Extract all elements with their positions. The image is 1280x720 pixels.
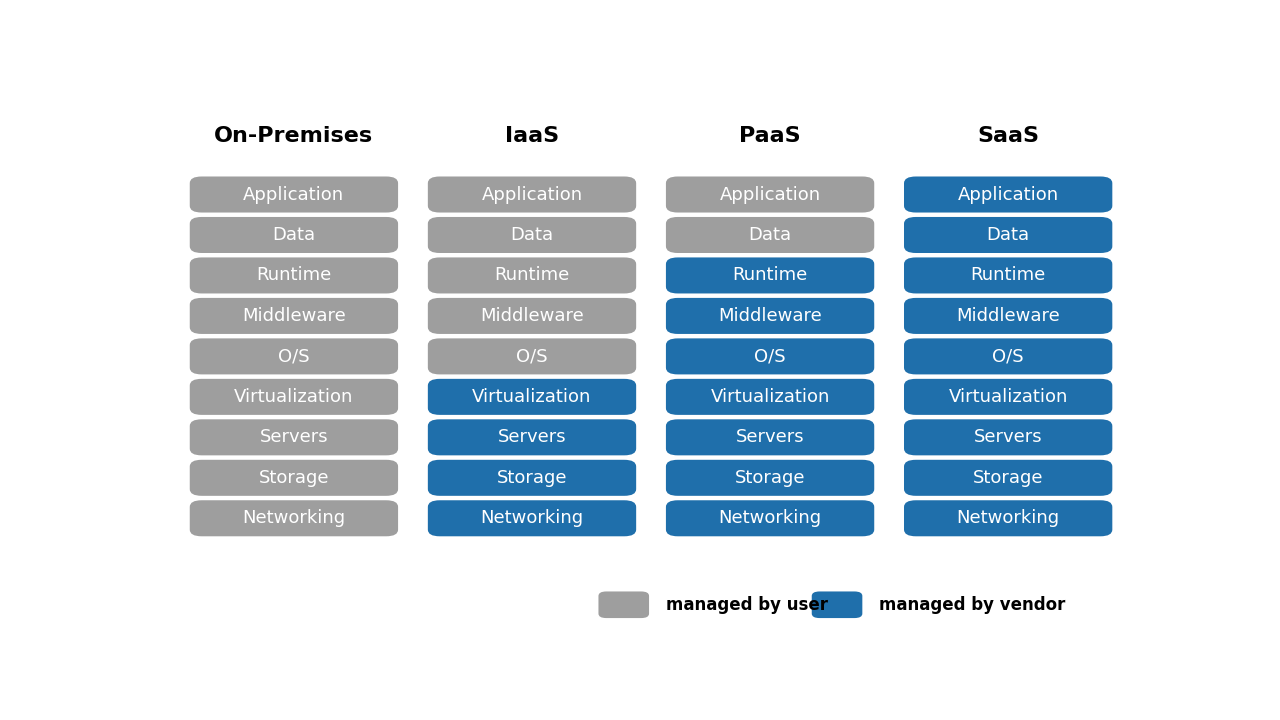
FancyBboxPatch shape (189, 176, 398, 212)
Text: Servers: Servers (736, 428, 804, 446)
FancyBboxPatch shape (666, 258, 874, 294)
Text: IaaS: IaaS (504, 126, 559, 146)
FancyBboxPatch shape (189, 419, 398, 455)
Text: Application: Application (957, 186, 1059, 204)
Text: Servers: Servers (260, 428, 328, 446)
Text: managed by user: managed by user (666, 595, 828, 613)
Text: Virtualization: Virtualization (948, 388, 1068, 406)
FancyBboxPatch shape (428, 500, 636, 536)
Text: O/S: O/S (754, 347, 786, 365)
Text: Application: Application (481, 186, 582, 204)
Text: Runtime: Runtime (970, 266, 1046, 284)
FancyBboxPatch shape (189, 217, 398, 253)
Text: Networking: Networking (480, 509, 584, 527)
Text: Runtime: Runtime (256, 266, 332, 284)
Text: Runtime: Runtime (732, 266, 808, 284)
Text: Data: Data (987, 226, 1029, 244)
Text: Storage: Storage (973, 469, 1043, 487)
FancyBboxPatch shape (666, 298, 874, 334)
Text: Storage: Storage (259, 469, 329, 487)
FancyBboxPatch shape (666, 460, 874, 496)
Text: Storage: Storage (735, 469, 805, 487)
Text: O/S: O/S (992, 347, 1024, 365)
Text: Networking: Networking (242, 509, 346, 527)
Text: Virtualization: Virtualization (710, 388, 829, 406)
FancyBboxPatch shape (904, 460, 1112, 496)
Text: Middleware: Middleware (718, 307, 822, 325)
FancyBboxPatch shape (904, 176, 1112, 212)
FancyBboxPatch shape (428, 338, 636, 374)
FancyBboxPatch shape (428, 258, 636, 294)
Text: SaaS: SaaS (977, 126, 1039, 146)
Text: Virtualization: Virtualization (234, 388, 353, 406)
FancyBboxPatch shape (189, 379, 398, 415)
FancyBboxPatch shape (904, 500, 1112, 536)
FancyBboxPatch shape (428, 379, 636, 415)
FancyBboxPatch shape (189, 258, 398, 294)
Text: Middleware: Middleware (956, 307, 1060, 325)
Text: Virtualization: Virtualization (472, 388, 591, 406)
FancyBboxPatch shape (189, 460, 398, 496)
Text: Middleware: Middleware (242, 307, 346, 325)
FancyBboxPatch shape (428, 298, 636, 334)
FancyBboxPatch shape (904, 379, 1112, 415)
FancyBboxPatch shape (189, 298, 398, 334)
Text: Runtime: Runtime (494, 266, 570, 284)
Text: Data: Data (273, 226, 315, 244)
FancyBboxPatch shape (666, 338, 874, 374)
FancyBboxPatch shape (428, 217, 636, 253)
Text: O/S: O/S (278, 347, 310, 365)
FancyBboxPatch shape (189, 500, 398, 536)
FancyBboxPatch shape (666, 379, 874, 415)
FancyBboxPatch shape (812, 591, 863, 618)
FancyBboxPatch shape (599, 591, 649, 618)
Text: Data: Data (749, 226, 791, 244)
Text: Servers: Servers (974, 428, 1042, 446)
Text: Middleware: Middleware (480, 307, 584, 325)
FancyBboxPatch shape (666, 500, 874, 536)
FancyBboxPatch shape (428, 176, 636, 212)
FancyBboxPatch shape (904, 419, 1112, 455)
FancyBboxPatch shape (904, 258, 1112, 294)
Text: On-Premises: On-Premises (214, 126, 374, 146)
FancyBboxPatch shape (428, 419, 636, 455)
FancyBboxPatch shape (904, 217, 1112, 253)
Text: Servers: Servers (498, 428, 566, 446)
Text: Data: Data (511, 226, 553, 244)
Text: Storage: Storage (497, 469, 567, 487)
Text: Application: Application (243, 186, 344, 204)
Text: managed by vendor: managed by vendor (879, 595, 1065, 613)
FancyBboxPatch shape (189, 338, 398, 374)
FancyBboxPatch shape (904, 338, 1112, 374)
FancyBboxPatch shape (428, 460, 636, 496)
Text: O/S: O/S (516, 347, 548, 365)
FancyBboxPatch shape (666, 217, 874, 253)
Text: Application: Application (719, 186, 820, 204)
FancyBboxPatch shape (666, 176, 874, 212)
FancyBboxPatch shape (666, 419, 874, 455)
Text: Networking: Networking (956, 509, 1060, 527)
Text: PaaS: PaaS (740, 126, 801, 146)
Text: Networking: Networking (718, 509, 822, 527)
FancyBboxPatch shape (904, 298, 1112, 334)
